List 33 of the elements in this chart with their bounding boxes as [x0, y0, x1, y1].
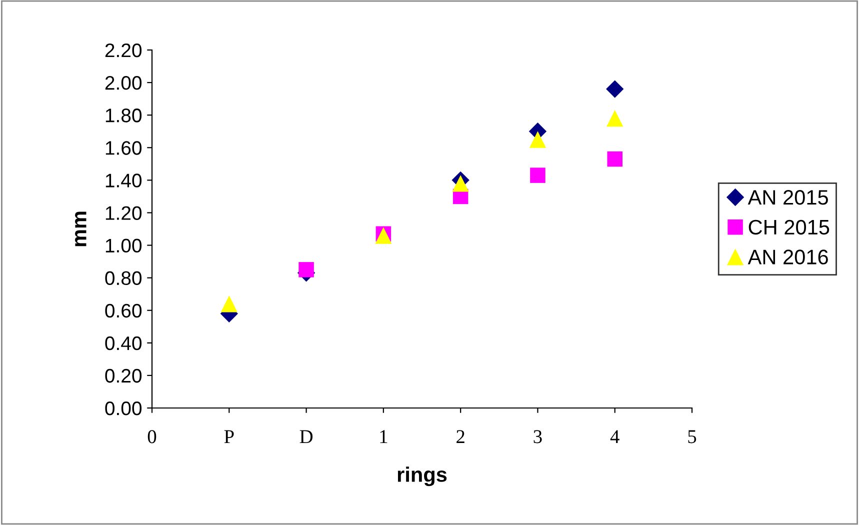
x-tick-label: 0: [148, 430, 156, 444]
y-tick-label: 1.00: [106, 238, 142, 253]
point: [298, 262, 314, 278]
y-axis-title: mm: [75, 212, 86, 246]
point: [220, 296, 238, 312]
legend-label: AN 2016: [748, 250, 828, 264]
point: [606, 110, 624, 127]
x-tick-label: 1: [380, 430, 388, 444]
y-tick-label: 1.80: [106, 108, 142, 122]
y-tick-label: 1.60: [106, 141, 142, 155]
legend-label: AN 2015: [748, 190, 828, 205]
y-tick-label: 1.40: [106, 174, 142, 188]
x-tick-label: 4: [610, 430, 620, 444]
y-tick-label: 0.80: [105, 271, 142, 286]
y-tick-label: 0.40: [105, 336, 142, 350]
point: [607, 151, 622, 167]
y-tick-label: 0.60: [105, 304, 142, 318]
x-axis-title: rings: [398, 466, 447, 486]
y-tick-label: 2.00: [105, 76, 142, 90]
point: [529, 131, 546, 148]
y-tick-label: 0.00: [105, 401, 142, 416]
y-tick-label: 1.20: [106, 206, 142, 220]
x-tick-label: D: [300, 430, 313, 444]
x-tick-label: P: [224, 430, 234, 444]
y-tick-label: 0.20: [105, 368, 142, 383]
point: [606, 80, 624, 98]
point: [452, 175, 469, 192]
legend-label: CH 2015: [748, 220, 830, 235]
x-tick-label: 5: [688, 430, 696, 444]
point: [530, 168, 546, 183]
x-tick-label: 3: [534, 430, 542, 444]
x-tick-label: 2: [456, 430, 464, 444]
y-tick-label: 2.20: [105, 43, 142, 58]
